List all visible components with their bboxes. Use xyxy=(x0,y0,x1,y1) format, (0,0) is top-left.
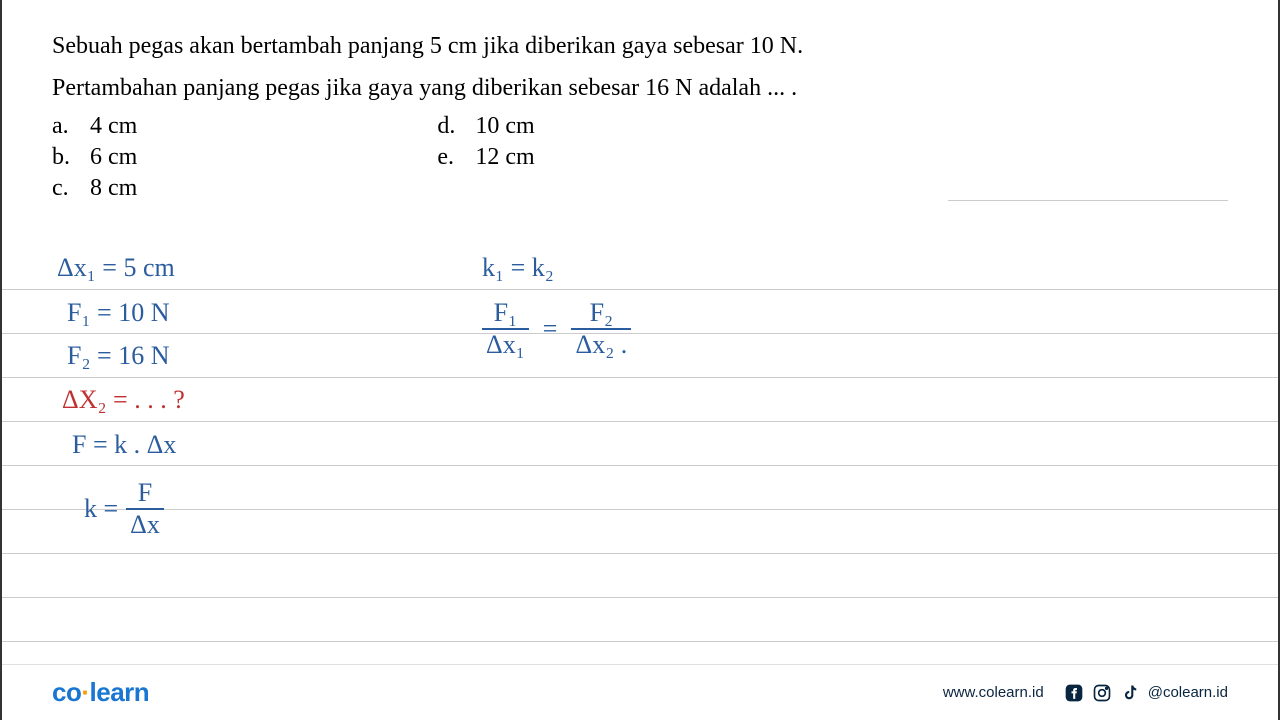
option-b-value: 6 cm xyxy=(90,144,137,171)
logo-suffix: learn xyxy=(90,677,150,707)
hw-f2: F₂ = 16 N xyxy=(67,343,169,369)
ruled-line xyxy=(2,289,1278,290)
brand-logo: co·learn xyxy=(52,677,149,708)
option-d-label: d. xyxy=(437,113,457,140)
option-b-label: b. xyxy=(52,144,72,171)
ruled-line xyxy=(2,597,1278,598)
option-c-value: 8 cm xyxy=(90,175,137,202)
option-e-value: 12 cm xyxy=(475,144,534,171)
options-container: a. 4 cm b. 6 cm c. 8 cm d. 10 cm e. 12 c… xyxy=(52,113,1228,202)
options-column-right: d. 10 cm e. 12 cm xyxy=(437,113,534,202)
ruled-line xyxy=(2,641,1278,642)
option-e-label: e. xyxy=(437,144,457,171)
footer-right: www.colearn.id @colearn.id xyxy=(943,683,1228,703)
hw-k-den: Δx xyxy=(126,508,164,538)
hw-dx2: ΔX₂ = . . . ? xyxy=(62,387,185,413)
hw-k-lhs: k = xyxy=(84,496,118,522)
option-e: e. 12 cm xyxy=(437,144,534,171)
footer-url[interactable]: www.colearn.id xyxy=(943,684,1044,701)
options-column-left: a. 4 cm b. 6 cm c. 8 cm xyxy=(52,113,137,202)
question-line-1: Sebuah pegas akan bertambah panjang 5 cm… xyxy=(52,30,1228,64)
hw-hooke: F = k . Δx xyxy=(72,432,176,458)
ruled-line xyxy=(2,509,1278,510)
tiktok-icon[interactable] xyxy=(1120,683,1140,703)
social-icons: @colearn.id xyxy=(1064,683,1228,703)
ruled-line xyxy=(2,421,1278,422)
option-c: c. 8 cm xyxy=(52,175,137,202)
logo-dot: · xyxy=(81,677,89,707)
hw-ratio-num1: F₁ xyxy=(490,300,522,328)
question-line-2: Pertambahan panjang pegas jika gaya yang… xyxy=(52,72,1228,106)
option-d: d. 10 cm xyxy=(437,113,534,140)
option-c-label: c. xyxy=(52,175,72,202)
hw-k-num: F xyxy=(134,480,156,508)
ruled-line xyxy=(2,377,1278,378)
option-b: b. 6 cm xyxy=(52,144,137,171)
option-a-label: a. xyxy=(52,113,72,140)
instagram-icon[interactable] xyxy=(1092,683,1112,703)
hw-ratio: F₁ Δx₁ = F₂ Δx₂ . xyxy=(482,300,631,358)
ruled-line xyxy=(2,553,1278,554)
logo-prefix: co xyxy=(52,677,81,707)
hw-ratio-eq: = xyxy=(543,316,558,342)
page: Sebuah pegas akan bertambah panjang 5 cm… xyxy=(0,0,1280,720)
option-a-value: 4 cm xyxy=(90,113,137,140)
hw-ratio-left: F₁ Δx₁ xyxy=(482,300,529,358)
ruled-line xyxy=(2,333,1278,334)
hw-dx1: Δx₁ = 5 cm xyxy=(57,255,175,281)
hw-ratio-right: F₂ Δx₂ . xyxy=(571,300,631,358)
hw-k-equation: k = F Δx xyxy=(84,480,164,538)
hw-ratio-den2: Δx₂ . xyxy=(571,328,631,358)
facebook-icon[interactable] xyxy=(1064,683,1084,703)
hw-ratio-den1: Δx₁ xyxy=(482,328,529,358)
footer: co·learn www.colearn.id @colearn.id xyxy=(2,664,1278,720)
option-d-value: 10 cm xyxy=(475,113,534,140)
ruled-line xyxy=(2,465,1278,466)
footer-handle[interactable]: @colearn.id xyxy=(1148,684,1228,701)
hw-k1k2: k₁ = k₂ xyxy=(482,255,554,281)
hw-f1: F₁ = 10 N xyxy=(67,300,169,326)
option-a: a. 4 cm xyxy=(52,113,137,140)
hw-ratio-num2: F₂ xyxy=(586,300,618,328)
short-rule xyxy=(948,200,1228,201)
hw-k-fraction: F Δx xyxy=(126,480,164,538)
ruled-lines-area xyxy=(2,245,1278,660)
